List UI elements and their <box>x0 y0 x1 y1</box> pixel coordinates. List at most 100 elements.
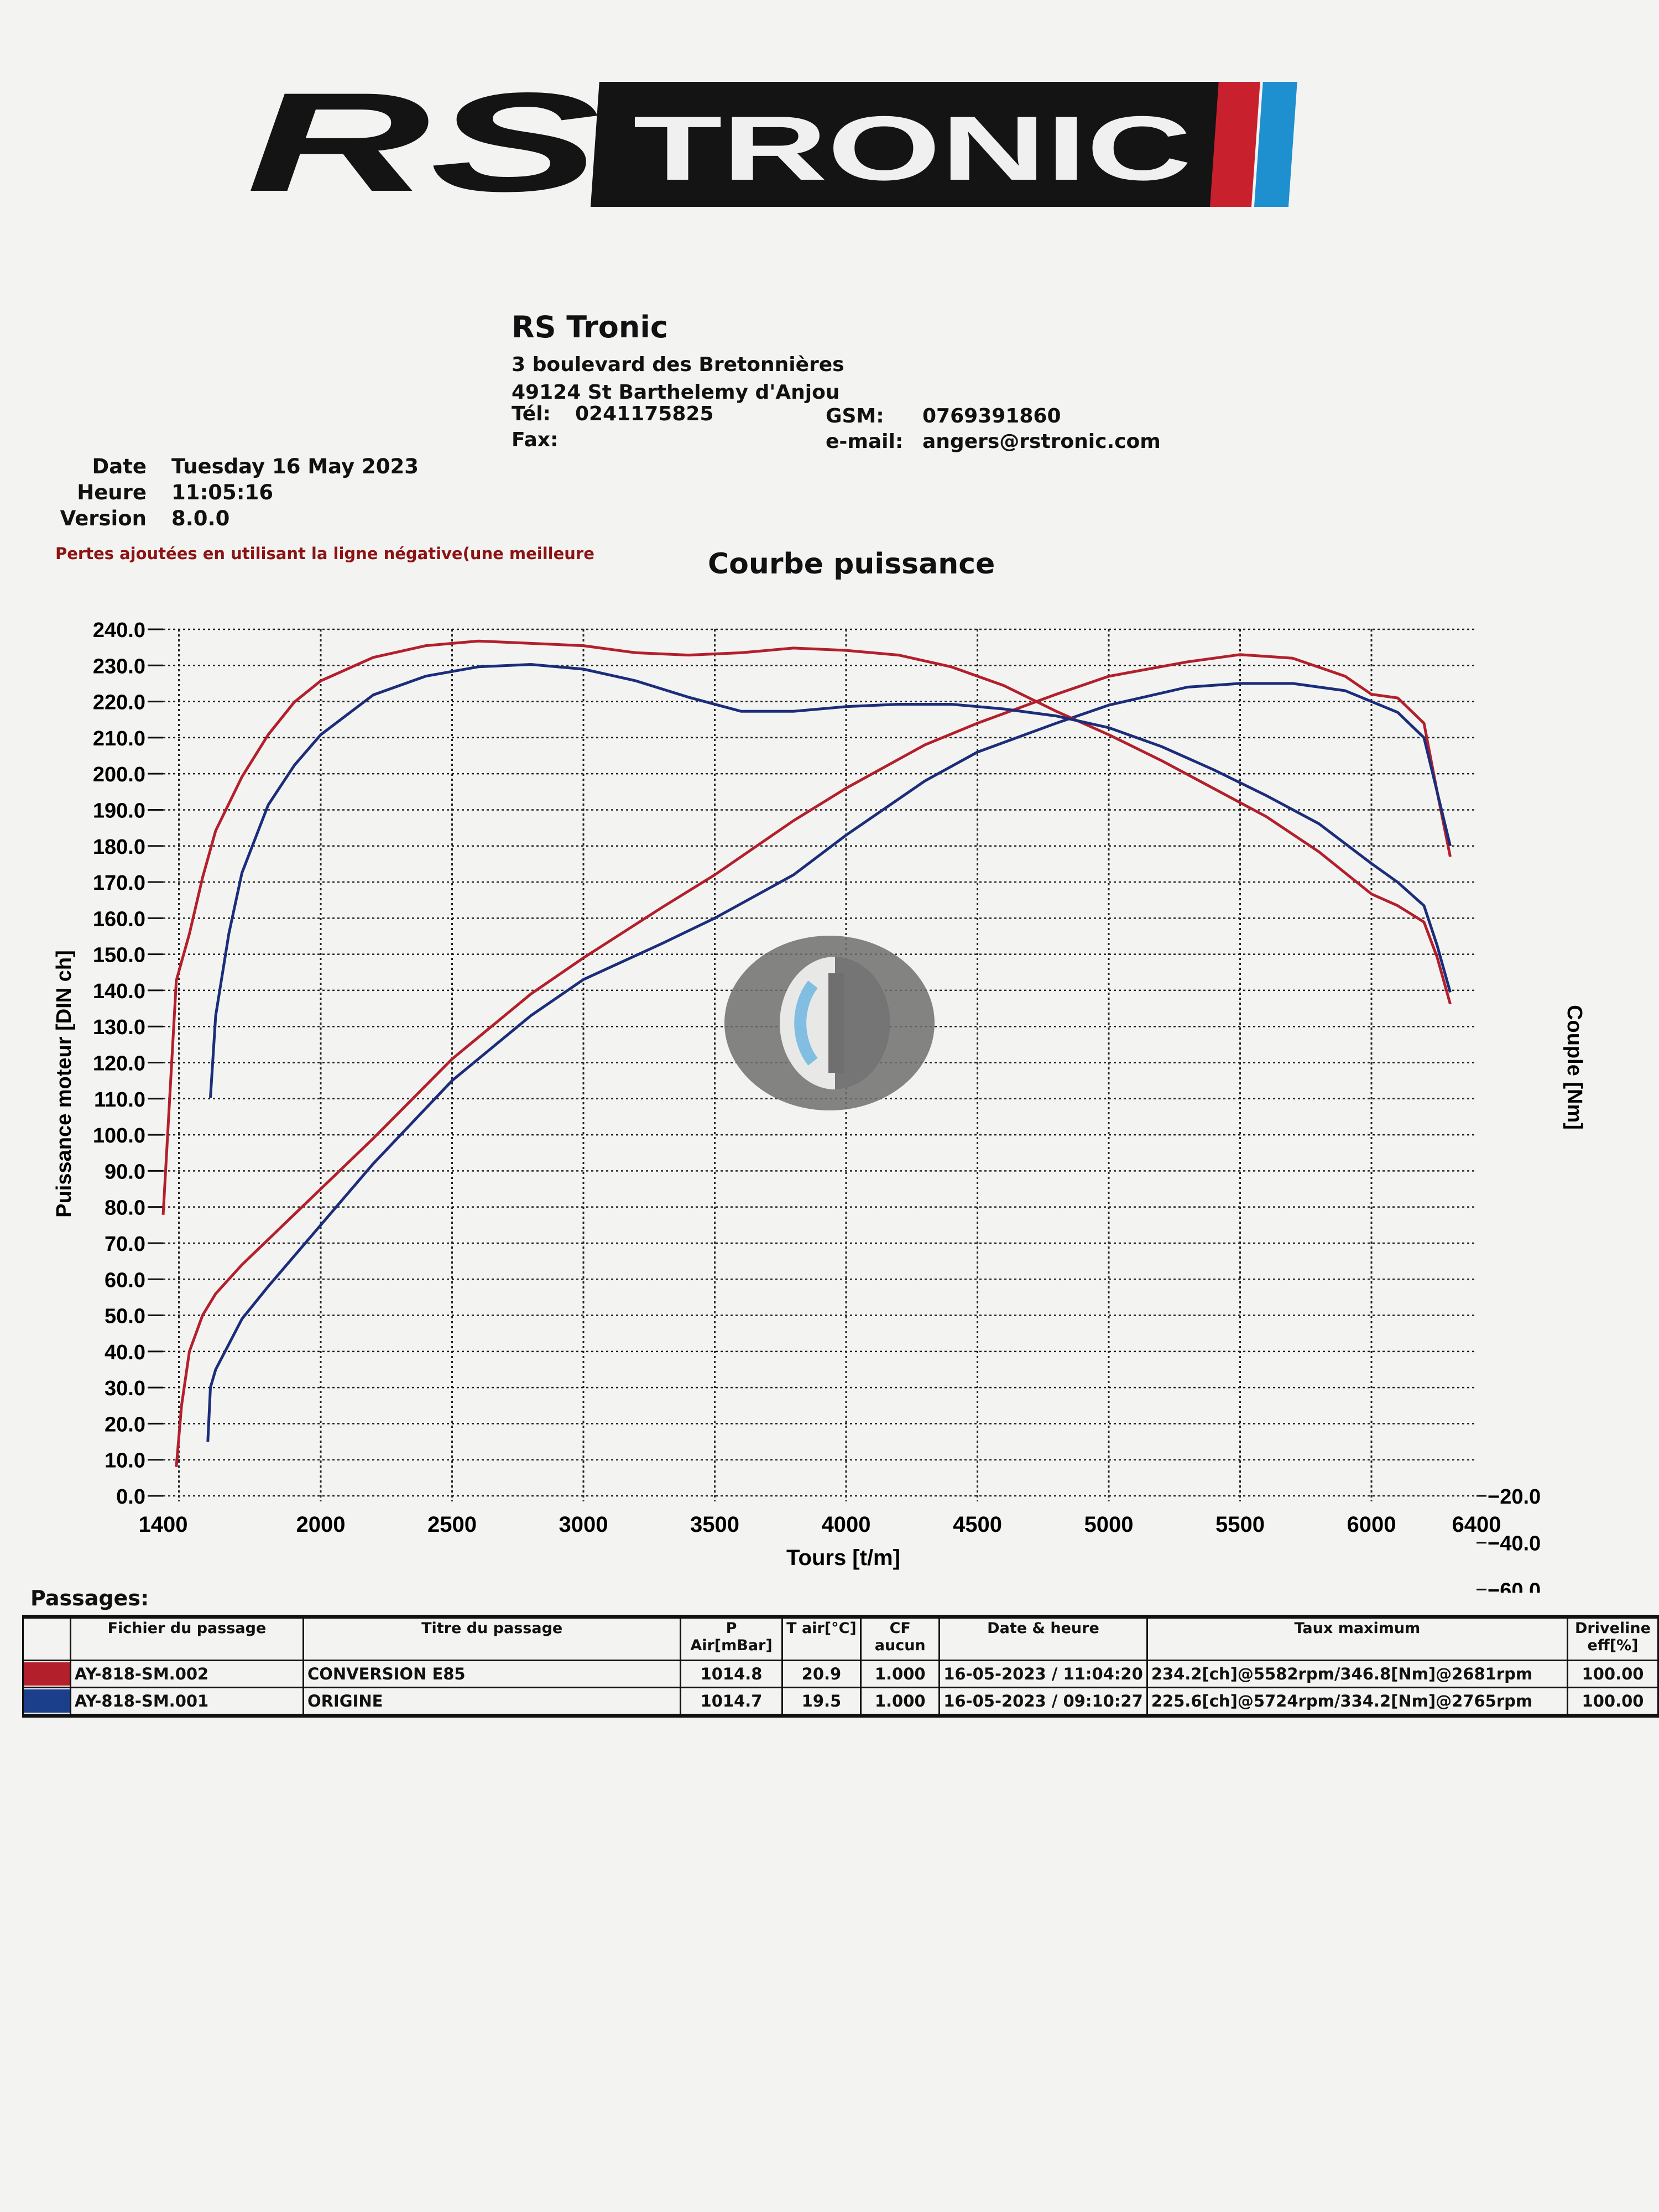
x-tick-label: 6400 <box>1452 1512 1501 1537</box>
table-row: AY-818-SM.001 ORIGINE 1014.7 19.5 1.000 … <box>22 1687 1659 1717</box>
y-tick-label: 100.0 <box>93 1124 145 1147</box>
row-cf: 1.000 <box>860 1687 941 1717</box>
date-label: Date <box>92 455 147 478</box>
y-tick-label: 130.0 <box>93 1016 145 1039</box>
y2-tick-label: −60.0 <box>1488 1579 1541 1593</box>
row-title: ORIGINE <box>302 1687 682 1717</box>
power-curve-conversion-e85 <box>175 653 1452 1468</box>
y-tick-label: 240.0 <box>93 619 145 642</box>
row-color-swatch <box>22 1687 71 1717</box>
header-tair: T air[°C] <box>781 1616 862 1661</box>
watermark-logo <box>724 936 935 1110</box>
company-address-line1: 3 boulevard des Bretonnières <box>512 353 844 376</box>
row-max: 234.2[ch]@5582rpm/346.8[Nm]@2681rpm <box>1146 1660 1568 1688</box>
rstronic-logo: RS TRONIC <box>246 64 1302 221</box>
x-tick-label: 5500 <box>1215 1512 1265 1537</box>
y-tick-label: 120.0 <box>93 1052 145 1076</box>
dyno-chart-svg: 0.0 10.0 20.0 30.0 40.0 50.0 60.0 70.0 80.0 90.0 1… <box>53 619 1586 2211</box>
y2-tick-label: −40.0 <box>1488 1532 1541 1556</box>
time-label: Heure <box>77 481 147 504</box>
gsm-value: 0769391860 <box>922 405 1061 427</box>
header-title: Titre du passage <box>302 1616 682 1661</box>
row-title: CONVERSION E85 <box>302 1660 682 1688</box>
torque-curve-origine <box>209 663 1452 1098</box>
y-tick-label: 150.0 <box>93 944 145 967</box>
y-tick-label: 80.0 <box>105 1197 145 1220</box>
gsm-label: GSM: <box>826 405 884 427</box>
chart-series <box>161 639 1452 1468</box>
x-tick-label: 3000 <box>559 1512 608 1537</box>
header-datetime: Date & heure <box>938 1616 1148 1661</box>
x-tick-label: 4500 <box>953 1512 1002 1537</box>
x-tick-label: 2000 <box>296 1512 346 1537</box>
table-row: AY-818-SM.002 CONVERSION E85 1014.8 20.9… <box>22 1660 1659 1688</box>
version-value: 8.0.0 <box>171 507 230 530</box>
x-tick-label: 4000 <box>822 1512 871 1537</box>
y-tick-label: 70.0 <box>105 1233 145 1256</box>
y-tick-label: 210.0 <box>93 727 145 750</box>
y-tick-label: 230.0 <box>93 655 145 678</box>
logo-rs: RS <box>246 72 600 216</box>
header-color <box>22 1616 71 1661</box>
x-tick-label: 2500 <box>427 1512 477 1537</box>
x-tick-label: 1400 <box>139 1512 188 1537</box>
header-max: Taux maximum <box>1146 1616 1568 1661</box>
dyno-chart: 0.0 10.0 20.0 30.0 40.0 50.0 60.0 70.0 80.0 90.0 1… <box>0 597 1659 2211</box>
passages-table: Fichier du passage Titre du passage P Ai… <box>22 1615 1659 1718</box>
y-tick-label: 20.0 <box>105 1413 145 1436</box>
row-tair: 20.9 <box>781 1660 862 1688</box>
row-pair: 1014.7 <box>680 1687 783 1717</box>
header-pair: P Air[mBar] <box>680 1616 783 1661</box>
power-curve-origine <box>206 682 1452 1442</box>
row-color-swatch <box>22 1660 71 1688</box>
test-metadata: Date Tuesday 16 May 2023 Heure 11:05:16 Ve… <box>53 455 419 533</box>
row-cf: 1.000 <box>860 1660 941 1688</box>
y-axis-label: Puissance moteur [DIN ch] <box>53 950 76 1218</box>
y2-axis-label: Couple [Nm] <box>1563 1005 1586 1130</box>
company-name: RS Tronic <box>512 310 668 345</box>
row-datetime: 16-05-2023 / 09:10:27 <box>938 1687 1148 1717</box>
row-eff: 100.00 <box>1566 1687 1659 1717</box>
email-label: e-mail: <box>826 430 904 453</box>
row-eff: 100.00 <box>1566 1660 1659 1688</box>
header-file: Fichier du passage <box>69 1616 304 1661</box>
header-cf: CF aucun <box>860 1616 941 1661</box>
x-tick-label: 3500 <box>690 1512 739 1537</box>
y-tick-label: 40.0 <box>105 1341 145 1364</box>
email-value: angers@rstronic.com <box>922 430 1161 453</box>
chart-grid <box>163 628 1477 1501</box>
time-value: 11:05:16 <box>171 481 274 504</box>
version-label: Version <box>60 507 147 530</box>
table-header-row: Fichier du passage Titre du passage P Ai… <box>22 1616 1659 1661</box>
losses-note: Pertes ajoutées en utilisant la ligne né… <box>55 545 594 563</box>
passages-title: Passages: <box>30 1586 149 1610</box>
y-tick-label: 10.0 <box>105 1449 145 1473</box>
y-tick-label: 190.0 <box>93 799 145 822</box>
row-max: 225.6[ch]@5724rpm/334.2[Nm]@2765rpm <box>1146 1687 1568 1717</box>
y-tick-label: 90.0 <box>105 1160 145 1183</box>
company-info: RS Tronic 3 boulevard des Bretonnières 4… <box>512 310 844 406</box>
y-tick-label: 60.0 <box>105 1269 145 1292</box>
logo-tronic: TRONIC <box>633 97 1192 199</box>
row-file: AY-818-SM.001 <box>69 1687 304 1717</box>
y2-tick-label: −20.0 <box>1488 1485 1541 1509</box>
x-tick-label: 5000 <box>1084 1512 1134 1537</box>
chart-title: Courbe puissance <box>708 547 995 581</box>
date-value: Tuesday 16 May 2023 <box>171 455 419 478</box>
torque-curve-conversion-e85 <box>161 639 1452 1215</box>
y-tick-label: 180.0 <box>93 836 145 859</box>
y-tick-label: 220.0 <box>93 691 145 714</box>
row-file: AY-818-SM.002 <box>69 1660 304 1688</box>
tel-label: Tél: <box>512 403 551 425</box>
y-tick-label: 140.0 <box>93 980 145 1003</box>
company-address-line2: 49124 St Barthelemy d'Anjou <box>512 381 840 404</box>
row-datetime: 16-05-2023 / 11:04:20 <box>938 1660 1148 1688</box>
row-pair: 1014.8 <box>680 1660 783 1688</box>
x-axis-label: Tours [t/m] <box>786 1546 900 1570</box>
y-tick-label: 110.0 <box>94 1088 145 1112</box>
y-tick-label: 200.0 <box>93 763 145 786</box>
x-tick-label: 6000 <box>1347 1512 1396 1537</box>
tel-value: 0241175825 <box>575 403 714 425</box>
y-tick-label: 30.0 <box>105 1377 145 1400</box>
y-tick-label: 0.0 <box>116 1485 145 1509</box>
